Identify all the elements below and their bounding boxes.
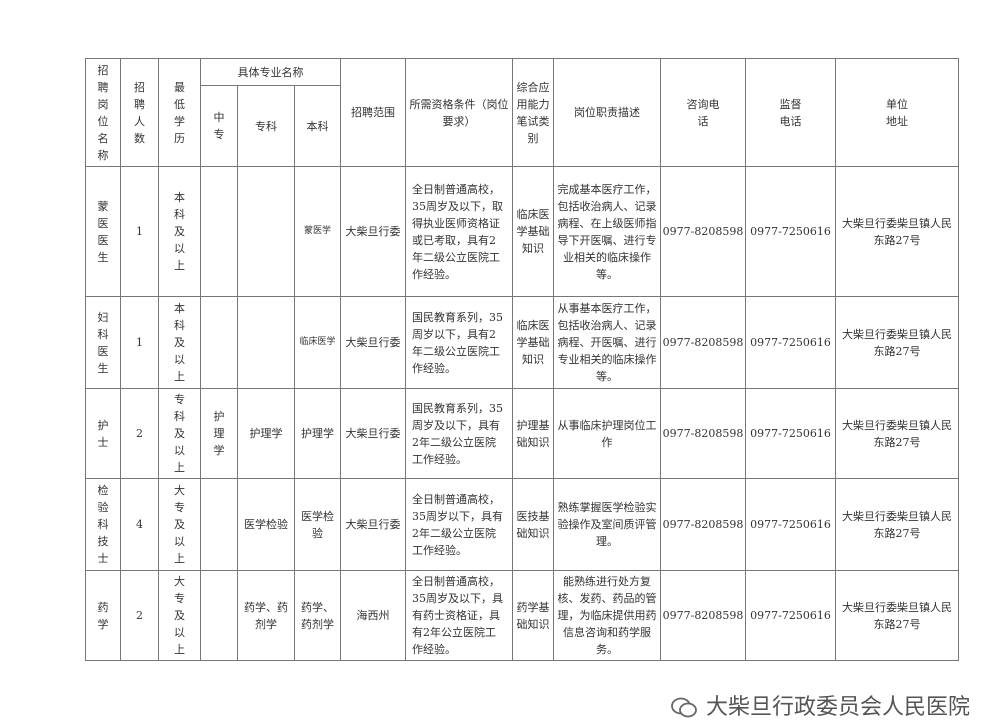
cell-zhongzhuan: 护理学	[200, 388, 238, 479]
cell-position: 护士	[85, 388, 121, 479]
cell-requirements: 全日制普通高校，35周岁及以下，取得执业医师资格证或已考取，具有2年二级公立医院…	[405, 166, 514, 297]
cell-min-edu: 专科及以上	[158, 388, 201, 479]
cell-scope: 大柴旦行委	[340, 388, 407, 479]
cell-count: 4	[120, 478, 159, 571]
header-min-edu: 最低学历	[158, 58, 201, 167]
watermark-text: 大柴旦行政委员会人民医院	[705, 695, 970, 720]
cell-benke: 临床医学	[293, 296, 342, 389]
header-zhuanke: 专科	[237, 85, 295, 167]
table-row: 检验科技士 4 大专及以上 医学检验 医学检验 大柴旦行委 全日制普通高校，35周岁以下，具…	[85, 478, 960, 571]
cell-zhongzhuan	[200, 570, 238, 661]
cell-supervise: 0977-7250616	[745, 388, 837, 479]
cell-count: 2	[120, 570, 159, 661]
wechat-icon	[671, 697, 697, 718]
cell-min-edu: 本科及以上	[158, 296, 201, 389]
cell-zhongzhuan	[200, 296, 238, 389]
cell-scope: 海西州	[340, 570, 407, 661]
cell-min-edu: 本科及以上	[158, 166, 201, 297]
cell-scope: 大柴旦行委	[340, 166, 407, 297]
recruitment-table: 招聘岗位名称 招聘人数 最低学历 具体专业名称 招聘范围 所需资格条件（岗位要求…	[85, 58, 960, 661]
cell-requirements: 国民教育系列，35周岁及以下，具有2年二级公立医院工作经验。	[405, 388, 514, 479]
cell-consult: 0977-8208598	[660, 570, 747, 661]
cell-zhuanke	[237, 296, 295, 389]
cell-address: 大柴旦行委柴旦镇人民东路27号	[835, 166, 960, 297]
header-scope: 招聘范围	[340, 58, 407, 167]
cell-consult: 0977-8208598	[660, 166, 747, 297]
cell-count: 2	[120, 388, 159, 479]
header-count: 招聘人数	[120, 58, 159, 167]
cell-duties: 从事临床护理岗位工作	[553, 388, 662, 479]
cell-supervise: 0977-7250616	[745, 570, 837, 661]
cell-duties: 从事基本医疗工作，包括收治病人、记录病程、开医嘱、进行专业相关的临床操作等。	[553, 296, 662, 389]
header-position: 招聘岗位名称	[85, 58, 121, 167]
header-address: 单位地址	[835, 58, 960, 167]
cell-supervise: 0977-7250616	[745, 296, 837, 389]
table-row: 妇科医生 1 本科及以上 临床医学 大柴旦行委 国民教育系列，35周岁以下，具有2年二级公…	[85, 296, 960, 389]
cell-min-edu: 大专及以上	[158, 478, 201, 571]
cell-requirements: 全日制普通高校，35周岁以下，具有2年二级公立医院工作经验。	[405, 478, 514, 571]
watermark: 大柴旦行政委员会人民医院	[670, 694, 970, 722]
cell-count: 1	[120, 166, 159, 297]
cell-count: 1	[120, 296, 159, 389]
cell-benke: 护理学	[293, 388, 342, 479]
cell-address: 大柴旦行委柴旦镇人民东路27号	[835, 296, 960, 389]
cell-duties: 完成基本医疗工作，包括收治病人、记录病程、在上级医师指导下开医嘱、进行专业相关的…	[553, 166, 662, 297]
cell-consult: 0977-8208598	[660, 478, 747, 571]
cell-position: 检验科技士	[85, 478, 121, 571]
header-requirements: 所需资格条件（岗位要求）	[405, 58, 514, 167]
cell-consult: 0977-8208598	[660, 388, 747, 479]
header-duties: 岗位职责描述	[553, 58, 662, 167]
cell-min-edu: 大专及以上	[158, 570, 201, 661]
header-supervise: 监督电话	[745, 58, 837, 167]
table-row: 药学 2 大专及以上 药学、药剂学 药学、药剂学 海西州 全日制普通高校，35周岁及以下，具…	[85, 570, 960, 661]
cell-exam: 医技基础知识	[512, 478, 555, 571]
header-major: 具体专业名称	[199, 58, 342, 86]
header-benke: 本科	[293, 85, 342, 167]
cell-position: 药学	[85, 570, 121, 661]
cell-duties: 熟练掌握医学检验实验操作及室间质评管理。	[553, 478, 662, 571]
cell-exam: 护理基础知识	[512, 388, 555, 479]
cell-exam: 药学基础知识	[512, 570, 555, 661]
table-row: 蒙医医生 1 本科及以上 蒙医学 大柴旦行委 全日制普通高校，35周岁及以下，取得执业医师…	[85, 166, 960, 297]
cell-address: 大柴旦行委柴旦镇人民东路27号	[835, 388, 960, 479]
cell-benke: 蒙医学	[293, 166, 342, 297]
header-exam: 综合应用能力笔试类别	[512, 58, 555, 167]
cell-requirements: 国民教育系列，35周岁以下，具有2年二级公立医院工作经验。	[405, 296, 514, 389]
cell-zhongzhuan	[200, 478, 238, 571]
cell-benke: 医学检验	[293, 478, 342, 571]
cell-address: 大柴旦行委柴旦镇人民东路27号	[835, 478, 960, 571]
cell-zhongzhuan	[200, 166, 238, 297]
cell-zhuanke	[237, 166, 295, 297]
header-consult: 咨询电话	[660, 58, 747, 167]
cell-scope: 大柴旦行委	[340, 296, 407, 389]
cell-zhuanke: 药学、药剂学	[237, 570, 295, 661]
cell-address: 大柴旦行委柴旦镇人民东路27号	[835, 570, 960, 661]
cell-duties: 能熟练进行处方复核、发药、药品的管理，为临床提供用药信息咨询和药学服务。	[553, 570, 662, 661]
cell-zhuanke: 护理学	[237, 388, 295, 479]
cell-position: 妇科医生	[85, 296, 121, 389]
cell-position: 蒙医医生	[85, 166, 121, 297]
cell-zhuanke: 医学检验	[237, 478, 295, 571]
cell-exam: 临床医学基础知识	[512, 166, 555, 297]
header-zhongzhuan: 中专	[200, 85, 238, 167]
cell-requirements: 全日制普通高校，35周岁及以下，具有药士资格证，具有2年公立医院工作经验。	[405, 570, 514, 661]
table-row: 护士 2 专科及以上 护理学 护理学 护理学 大柴旦行委 国民教育系列，35周岁及以下，具有2…	[85, 388, 960, 479]
cell-benke: 药学、药剂学	[293, 570, 342, 661]
cell-supervise: 0977-7250616	[745, 166, 837, 297]
cell-scope: 大柴旦行委	[340, 478, 407, 571]
cell-consult: 0977-8208598	[660, 296, 747, 389]
cell-exam: 临床医学基础知识	[512, 296, 555, 389]
cell-supervise: 0977-7250616	[745, 478, 837, 571]
